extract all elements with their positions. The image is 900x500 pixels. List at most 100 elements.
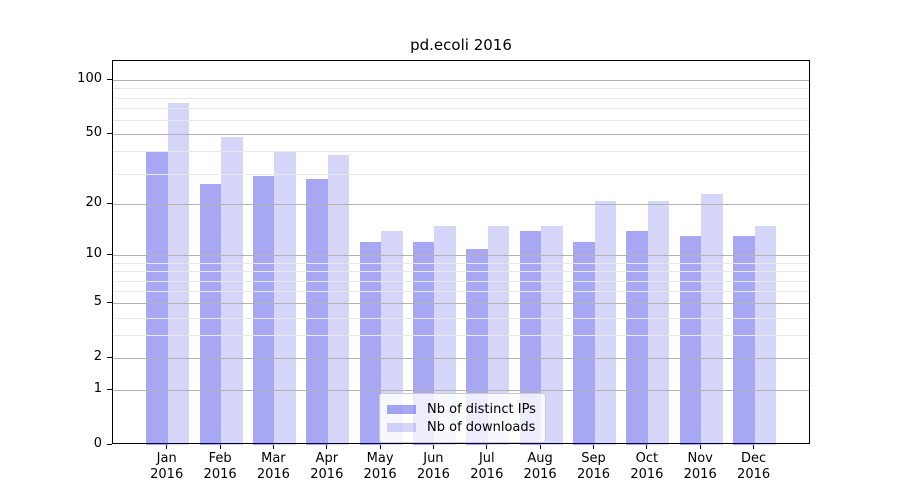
x-tickmark-feb [219, 445, 221, 449]
bar-may-downloads [381, 230, 403, 445]
x-tick-label-month: Sep [581, 451, 606, 466]
y-tick-label-5: 5 [93, 294, 102, 310]
bar-aug-distinct-ips [519, 230, 542, 445]
x-tick-label-month: Jun [423, 451, 444, 466]
x-tickmark-dec [753, 445, 755, 449]
x-tick-label-year: 2016 [416, 467, 450, 482]
x-tickmark-sep [593, 445, 594, 449]
bar-mar-downloads [274, 151, 296, 445]
x-tickmark-jun [432, 445, 434, 449]
gridline-minor-30 [113, 173, 809, 175]
y-tickmark-5 [107, 301, 112, 303]
gridline-minor-70 [113, 107, 809, 109]
gridline-major-50 [113, 134, 809, 136]
gridline-major-2 [113, 358, 809, 360]
y-tickmark-2 [107, 356, 112, 358]
y-tickmark-20 [107, 202, 112, 204]
x-tickmark-nov [699, 445, 701, 449]
x-tick-label-oct: Oct 2016 [616, 451, 678, 483]
x-tick-label-year: 2016 [630, 467, 664, 482]
x-tick-label-month: Oct [635, 451, 659, 466]
gridline-major-10 [113, 255, 809, 257]
x-tickmark-oct [646, 445, 648, 449]
bar-mar-distinct-ips [252, 176, 275, 445]
bar-sep-downloads [594, 200, 616, 445]
x-tickmark-jul [486, 445, 488, 449]
gridline-minor-90 [113, 88, 809, 90]
x-tick-label-month: Jul [478, 451, 495, 466]
bar-apr-distinct-ips [306, 178, 328, 445]
x-tick-label-month: Nov [687, 451, 713, 466]
legend-swatch-downloads [387, 422, 416, 432]
x-tickmark-apr [326, 445, 328, 449]
bar-oct-downloads [647, 200, 670, 445]
x-tick-label-year: 2016 [737, 467, 771, 482]
x-tick-label-year: 2016 [363, 467, 397, 482]
y-tickmark-50 [107, 132, 112, 134]
x-tick-label-year: 2016 [576, 467, 611, 482]
gridline-minor-3 [113, 335, 809, 337]
bar-sep-distinct-ips [573, 242, 595, 445]
x-tick-label-month: Feb [208, 451, 232, 466]
x-tick-label-month: Mar [261, 451, 286, 466]
gridline-minor-80 [113, 97, 809, 99]
x-tick-label-apr: Apr 2016 [296, 451, 358, 483]
y-tick-label-100: 100 [77, 71, 102, 87]
bar-may-distinct-ips [359, 242, 382, 445]
legend-label-downloads: Nb of downloads [427, 419, 536, 435]
gridline-major-100 [113, 80, 809, 82]
x-tick-label-jan: Jan 2016 [136, 451, 198, 483]
bar-oct-distinct-ips [626, 230, 648, 445]
x-tick-label-month: Aug [527, 451, 553, 466]
y-tickmark-10 [107, 253, 112, 255]
legend-swatch-distinct-ips [387, 404, 416, 414]
y-tickmark-0 [107, 443, 112, 445]
legend-row-distinct-ips: Nb of distinct IPs [387, 400, 536, 418]
x-tick-label-year: 2016 [310, 467, 344, 482]
x-tick-label-jun: Jun 2016 [402, 451, 464, 483]
gridline-minor-7 [113, 280, 809, 282]
x-tick-label-year: 2016 [256, 467, 290, 482]
bar-apr-downloads [327, 155, 350, 445]
x-tick-label-year: 2016 [683, 467, 717, 482]
x-tick-label-mar: Mar 2016 [242, 451, 304, 483]
x-tick-label-feb: Feb 2016 [189, 451, 251, 483]
bar-dec-distinct-ips [733, 236, 755, 445]
x-tick-label-nov: Nov 2016 [669, 451, 731, 483]
x-tick-label-year: 2016 [203, 467, 237, 482]
gridline-minor-9 [113, 262, 809, 264]
x-tick-label-year: 2016 [150, 467, 184, 482]
y-tick-label-20: 20 [85, 195, 102, 211]
gridline-minor-40 [113, 151, 809, 153]
y-tickmark-100 [107, 78, 112, 80]
bar-feb-distinct-ips [199, 184, 222, 445]
y-tick-label-50: 50 [85, 125, 102, 141]
x-tick-label-aug: Aug 2016 [509, 451, 571, 483]
x-tickmark-aug [539, 445, 541, 449]
plot-area: Nb of distinct IPs Nb of downloads [112, 60, 810, 445]
y-tick-label-2: 2 [93, 349, 102, 365]
x-tick-label-year: 2016 [470, 467, 504, 482]
y-tick-label-1: 1 [93, 381, 102, 397]
x-tick-label-month: Jan [156, 451, 177, 466]
x-tick-label-sep: Sep 2016 [563, 451, 625, 483]
x-tick-label-month: May [366, 451, 394, 466]
x-tickmark-may [379, 445, 381, 449]
gridline-minor-8 [113, 271, 809, 273]
x-tick-label-month: Dec [741, 451, 767, 466]
gridline-minor-4 [113, 317, 809, 319]
bar-nov-downloads [701, 193, 723, 445]
gridline-major-1 [113, 390, 809, 392]
legend-label-distinct-ips: Nb of distinct IPs [427, 401, 536, 417]
x-tick-label-dec: Dec 2016 [723, 451, 785, 483]
gridline-minor-6 [113, 291, 809, 293]
legend-row-downloads: Nb of downloads [387, 418, 536, 436]
x-tick-label-may: May 2016 [349, 451, 411, 483]
x-tick-label-month: Apr [315, 451, 339, 466]
bar-nov-distinct-ips [679, 236, 702, 445]
gridline-major-5 [113, 303, 809, 305]
x-tick-label-year: 2016 [523, 467, 557, 482]
chart-title: pd.ecoli 2016 [410, 36, 512, 54]
legend: Nb of distinct IPs Nb of downloads [379, 393, 546, 443]
